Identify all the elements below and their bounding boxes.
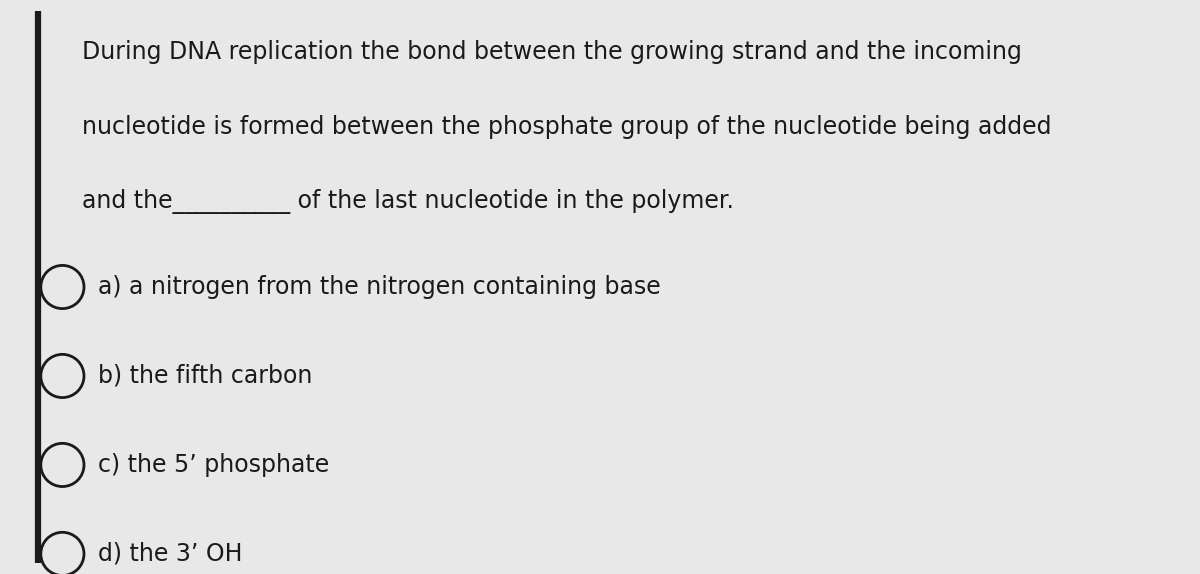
Text: During DNA replication the bond between the growing strand and the incoming: During DNA replication the bond between …: [82, 40, 1021, 64]
Text: nucleotide is formed between the phosphate group of the nucleotide being added: nucleotide is formed between the phospha…: [82, 115, 1051, 139]
Text: d) the 3’ OH: d) the 3’ OH: [98, 542, 242, 566]
Text: and the__________ of the last nucleotide in the polymer.: and the__________ of the last nucleotide…: [82, 189, 733, 215]
Text: c) the 5’ phosphate: c) the 5’ phosphate: [98, 453, 330, 477]
Text: a) a nitrogen from the nitrogen containing base: a) a nitrogen from the nitrogen containi…: [98, 275, 661, 299]
Text: b) the fifth carbon: b) the fifth carbon: [98, 364, 313, 388]
